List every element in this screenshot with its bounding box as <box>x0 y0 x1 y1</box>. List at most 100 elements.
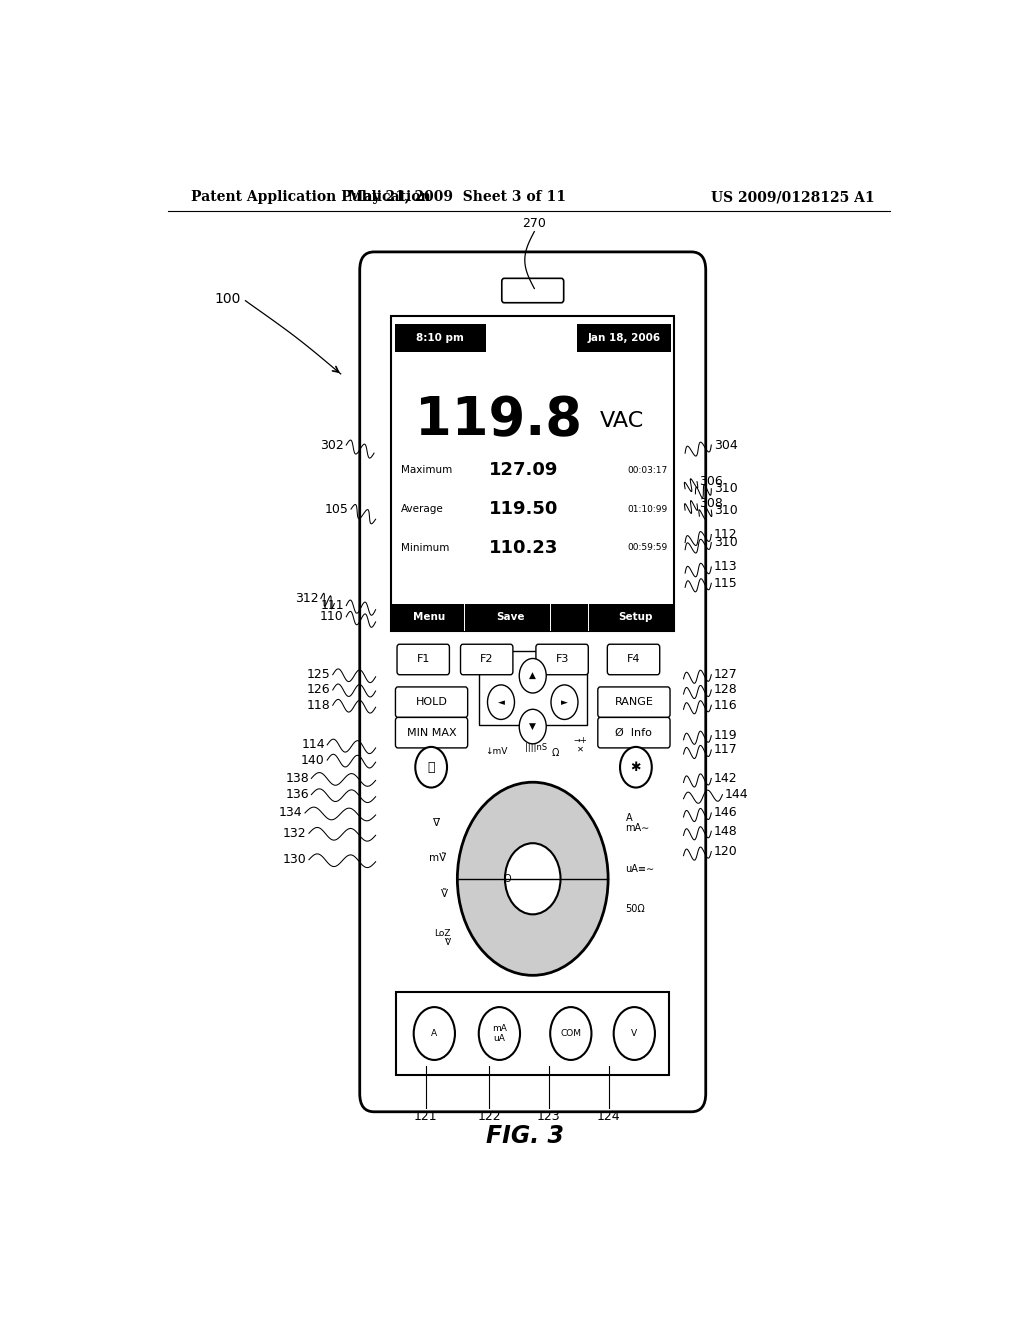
Text: mṼ: mṼ <box>429 854 446 863</box>
Circle shape <box>414 1007 455 1060</box>
Text: 136: 136 <box>286 788 309 801</box>
Text: US 2009/0128125 A1: US 2009/0128125 A1 <box>712 190 874 205</box>
Text: 119.8: 119.8 <box>415 395 582 446</box>
Text: F3: F3 <box>555 655 568 664</box>
Text: 146: 146 <box>714 807 737 820</box>
Text: ||||nS: ||||nS <box>525 743 547 751</box>
Text: 148: 148 <box>714 825 737 838</box>
Bar <box>391 603 674 630</box>
Text: 310: 310 <box>714 482 737 495</box>
Text: 121: 121 <box>414 1110 437 1123</box>
Circle shape <box>621 747 651 788</box>
Text: 119: 119 <box>714 729 737 742</box>
FancyBboxPatch shape <box>461 644 513 675</box>
Text: Ø  Info: Ø Info <box>615 727 652 738</box>
Text: V̅: V̅ <box>433 818 440 828</box>
Text: ↓mV: ↓mV <box>485 747 508 756</box>
Text: May 21, 2009  Sheet 3 of 11: May 21, 2009 Sheet 3 of 11 <box>348 190 566 205</box>
Text: 130: 130 <box>283 853 306 866</box>
FancyBboxPatch shape <box>598 718 670 748</box>
Text: Jan 18, 2006: Jan 18, 2006 <box>588 333 660 343</box>
Text: RANGE: RANGE <box>614 697 653 708</box>
Text: 304: 304 <box>714 438 737 451</box>
Text: A: A <box>431 1030 437 1038</box>
FancyBboxPatch shape <box>502 279 563 302</box>
Text: F4: F4 <box>627 655 640 664</box>
Text: HOLD: HOLD <box>416 697 447 708</box>
Text: 122: 122 <box>477 1110 501 1123</box>
Circle shape <box>519 709 546 744</box>
Circle shape <box>551 685 578 719</box>
Text: 123: 123 <box>537 1110 560 1123</box>
Text: 00:03:17: 00:03:17 <box>628 466 668 475</box>
Text: 118: 118 <box>306 698 331 711</box>
FancyBboxPatch shape <box>359 252 706 1111</box>
Text: 100: 100 <box>214 292 241 306</box>
Text: 124: 124 <box>597 1110 621 1123</box>
Text: 8:10 pm: 8:10 pm <box>417 333 464 343</box>
FancyBboxPatch shape <box>598 686 670 718</box>
Circle shape <box>458 783 608 975</box>
Text: ✱: ✱ <box>631 760 641 774</box>
Text: F2: F2 <box>480 655 494 664</box>
Circle shape <box>550 1007 592 1060</box>
Text: MIN MAX: MIN MAX <box>407 727 457 738</box>
Bar <box>391 315 674 631</box>
Circle shape <box>613 1007 655 1060</box>
FancyBboxPatch shape <box>607 644 659 675</box>
Text: 120: 120 <box>714 845 737 858</box>
Text: Menu: Menu <box>414 611 445 622</box>
Bar <box>396 991 670 1076</box>
Text: Setup: Setup <box>618 611 653 622</box>
Text: 50Ω: 50Ω <box>626 904 645 915</box>
Text: 308: 308 <box>699 498 723 511</box>
Text: VAC: VAC <box>599 411 644 430</box>
Text: 132: 132 <box>283 826 306 840</box>
Text: ►: ► <box>561 698 568 706</box>
Text: Ω: Ω <box>551 748 559 758</box>
Text: 142: 142 <box>714 772 737 785</box>
Text: Ṽ: Ṽ <box>440 888 447 899</box>
Text: 127.09: 127.09 <box>488 462 558 479</box>
Circle shape <box>505 843 560 915</box>
Text: Patent Application Publication: Patent Application Publication <box>191 190 431 205</box>
Text: Maximum: Maximum <box>401 466 453 475</box>
Text: ◄: ◄ <box>498 698 505 706</box>
Text: mA
uA: mA uA <box>492 1024 507 1043</box>
Text: 110: 110 <box>321 610 344 623</box>
Text: 306: 306 <box>699 475 723 488</box>
Text: 105: 105 <box>325 503 348 516</box>
Text: 127: 127 <box>714 668 737 681</box>
Text: A
mA∼: A mA∼ <box>626 813 650 833</box>
Text: 111: 111 <box>321 599 344 612</box>
Text: 270: 270 <box>522 216 546 230</box>
Text: 119.50: 119.50 <box>488 500 558 517</box>
Text: 128: 128 <box>714 684 737 697</box>
Circle shape <box>487 685 514 719</box>
Text: LoZ
Ṽ: LoZ Ṽ <box>434 929 451 946</box>
Text: uA≡∼: uA≡∼ <box>626 863 654 874</box>
Text: COM: COM <box>560 1030 582 1038</box>
Text: O: O <box>504 874 511 884</box>
Text: 310: 310 <box>714 536 737 549</box>
Text: 134: 134 <box>279 807 303 820</box>
FancyBboxPatch shape <box>536 644 588 675</box>
Text: ⏻: ⏻ <box>427 760 435 774</box>
Text: 116: 116 <box>714 698 737 711</box>
Text: 117: 117 <box>714 743 737 756</box>
FancyBboxPatch shape <box>397 644 450 675</box>
Text: V: V <box>631 1030 637 1038</box>
Text: Average: Average <box>401 504 443 513</box>
Circle shape <box>416 747 447 788</box>
Text: 01:10:99: 01:10:99 <box>628 504 668 513</box>
Text: Minimum: Minimum <box>401 543 450 553</box>
Text: 302: 302 <box>321 438 344 451</box>
Circle shape <box>479 1007 520 1060</box>
FancyBboxPatch shape <box>395 686 468 718</box>
Text: 310: 310 <box>714 503 737 516</box>
FancyBboxPatch shape <box>395 718 468 748</box>
Text: F1: F1 <box>417 655 430 664</box>
Bar <box>394 325 486 351</box>
Text: 312: 312 <box>295 591 318 605</box>
Text: 144: 144 <box>725 788 749 801</box>
